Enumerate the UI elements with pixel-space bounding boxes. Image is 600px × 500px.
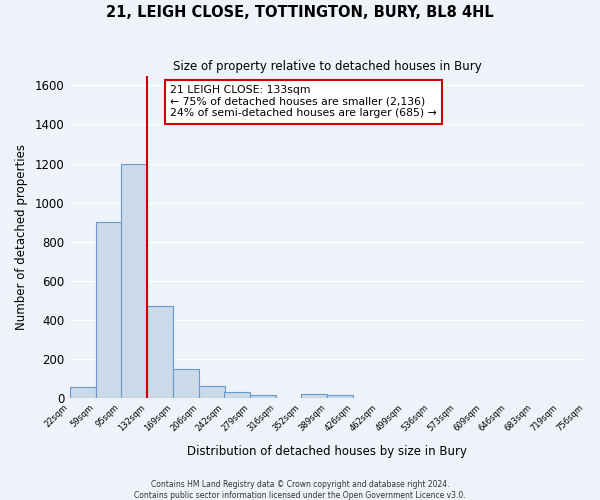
Bar <box>199 386 225 398</box>
Bar <box>250 394 276 398</box>
Bar <box>95 222 122 398</box>
Y-axis label: Number of detached properties: Number of detached properties <box>15 144 28 330</box>
Bar <box>70 388 95 398</box>
Bar <box>327 395 353 398</box>
Bar <box>121 164 147 398</box>
Bar <box>173 369 199 398</box>
Bar <box>301 394 327 398</box>
Text: 21, LEIGH CLOSE, TOTTINGTON, BURY, BL8 4HL: 21, LEIGH CLOSE, TOTTINGTON, BURY, BL8 4… <box>106 5 494 20</box>
Text: 21 LEIGH CLOSE: 133sqm
← 75% of detached houses are smaller (2,136)
24% of semi-: 21 LEIGH CLOSE: 133sqm ← 75% of detached… <box>170 85 437 118</box>
Title: Size of property relative to detached houses in Bury: Size of property relative to detached ho… <box>173 60 482 73</box>
Text: Contains HM Land Registry data © Crown copyright and database right 2024.
Contai: Contains HM Land Registry data © Crown c… <box>134 480 466 500</box>
Bar <box>224 392 250 398</box>
Bar <box>147 306 173 398</box>
X-axis label: Distribution of detached houses by size in Bury: Distribution of detached houses by size … <box>187 444 467 458</box>
